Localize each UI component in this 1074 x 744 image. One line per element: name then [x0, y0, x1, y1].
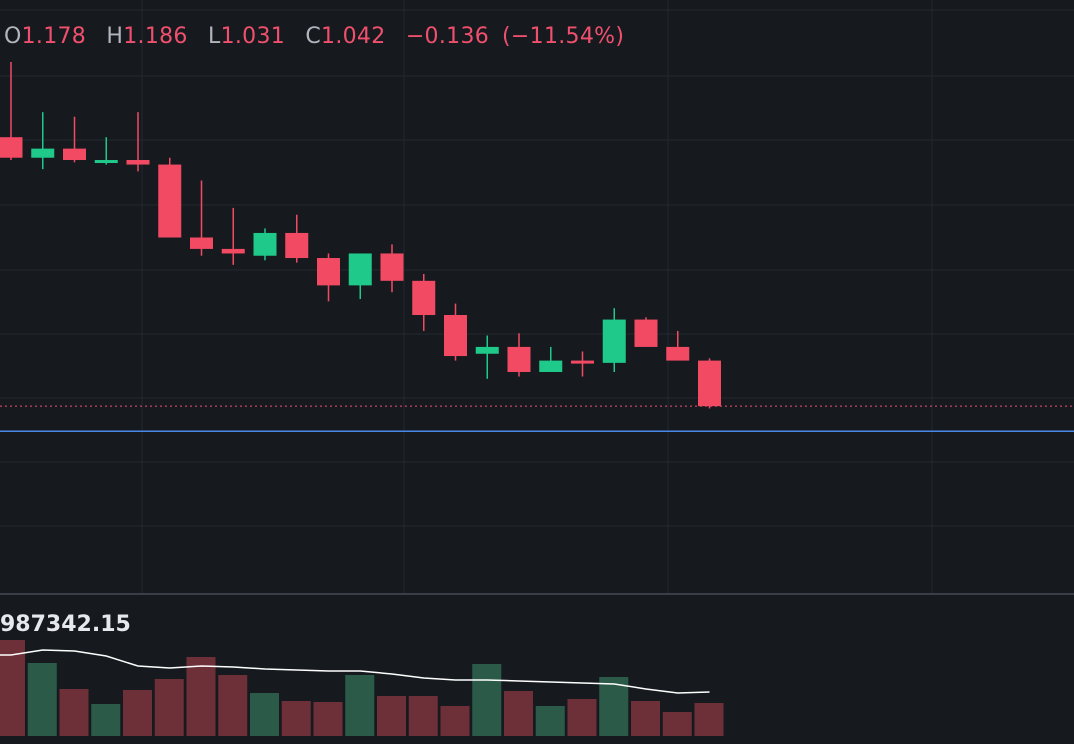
volume-bar	[250, 693, 279, 736]
candle-body	[253, 232, 277, 256]
volume-bar	[123, 690, 152, 736]
candle[interactable]	[63, 116, 86, 163]
change-value: −0.136	[405, 24, 490, 49]
candle[interactable]	[412, 273, 436, 331]
candle-body	[0, 137, 23, 158]
candle-body	[126, 160, 150, 165]
volume-bar	[472, 664, 502, 736]
volume-bar	[0, 640, 25, 736]
volume-bar	[662, 712, 692, 736]
low-label: L	[208, 24, 221, 49]
open-value: 1.178	[21, 24, 87, 49]
candle-body	[63, 148, 86, 161]
candle-body	[412, 280, 436, 316]
grid-lines	[0, 0, 1074, 594]
candle[interactable]	[253, 228, 277, 261]
volume-bar	[440, 706, 470, 736]
low-value: 1.031	[220, 24, 286, 49]
candle[interactable]	[0, 62, 23, 161]
volume-bar	[59, 689, 89, 736]
volume-value-label: 987342.15	[0, 612, 131, 637]
volume-bar	[218, 675, 248, 736]
candle-body	[31, 148, 55, 158]
volume-bar	[631, 701, 660, 736]
candle-body	[507, 346, 531, 372]
volume-bars	[0, 640, 724, 736]
candle[interactable]	[507, 333, 531, 377]
candle[interactable]	[475, 335, 499, 379]
open-label: O	[4, 24, 22, 49]
candle[interactable]	[602, 308, 626, 372]
candle-body	[190, 237, 213, 249]
candle[interactable]	[317, 253, 340, 302]
candle[interactable]	[380, 244, 404, 293]
close-label: C	[305, 24, 322, 49]
candle[interactable]	[158, 157, 182, 238]
candle-body	[571, 360, 594, 364]
candle-body	[285, 232, 309, 259]
candle[interactable]	[444, 303, 467, 361]
candles	[0, 62, 721, 409]
candle-body	[317, 258, 340, 286]
candle-body	[444, 315, 467, 357]
candle-body	[94, 160, 118, 164]
candle[interactable]	[285, 214, 309, 263]
high-value: 1.186	[123, 24, 188, 49]
candle-body	[348, 253, 372, 286]
close-value: 1.042	[321, 24, 386, 49]
volume-bar	[345, 675, 375, 736]
volume-ma-line	[0, 649, 710, 694]
volume-bar	[567, 699, 597, 736]
volume-bar	[313, 702, 343, 736]
candle[interactable]	[571, 351, 594, 377]
candle-body	[602, 319, 626, 363]
candle[interactable]	[126, 112, 150, 172]
candle[interactable]	[348, 253, 372, 300]
volume-bar	[91, 704, 121, 736]
change-percent: (−11.54%)	[502, 24, 625, 49]
candle[interactable]	[539, 346, 563, 372]
volume-bar	[377, 696, 406, 736]
volume-bar	[281, 701, 311, 736]
candle-body	[698, 360, 721, 407]
volume-bar	[27, 663, 57, 736]
candle[interactable]	[666, 330, 690, 361]
candle-body	[539, 360, 563, 372]
volume-bar	[186, 657, 216, 736]
candle-body	[158, 164, 182, 238]
candle-body	[221, 248, 245, 254]
candle[interactable]	[31, 112, 55, 170]
volume-bar	[694, 703, 724, 736]
ohlc-legend: O1.178 H1.186 L1.031 C1.042 −0.136 (−11.5…	[4, 24, 637, 49]
volume-bar	[535, 706, 565, 736]
candle[interactable]	[634, 317, 658, 347]
candle-body	[634, 319, 658, 347]
candle-body	[666, 346, 690, 361]
candle-body	[380, 253, 404, 281]
candle[interactable]	[221, 207, 245, 265]
high-label: H	[106, 24, 124, 49]
candle[interactable]	[190, 180, 213, 256]
candle-body	[475, 346, 499, 354]
volume-bar	[154, 679, 184, 736]
candle[interactable]	[94, 137, 118, 165]
volume-bar	[599, 677, 629, 736]
candle[interactable]	[698, 358, 721, 409]
volume-bar	[504, 691, 533, 736]
volume-bar	[408, 696, 438, 736]
